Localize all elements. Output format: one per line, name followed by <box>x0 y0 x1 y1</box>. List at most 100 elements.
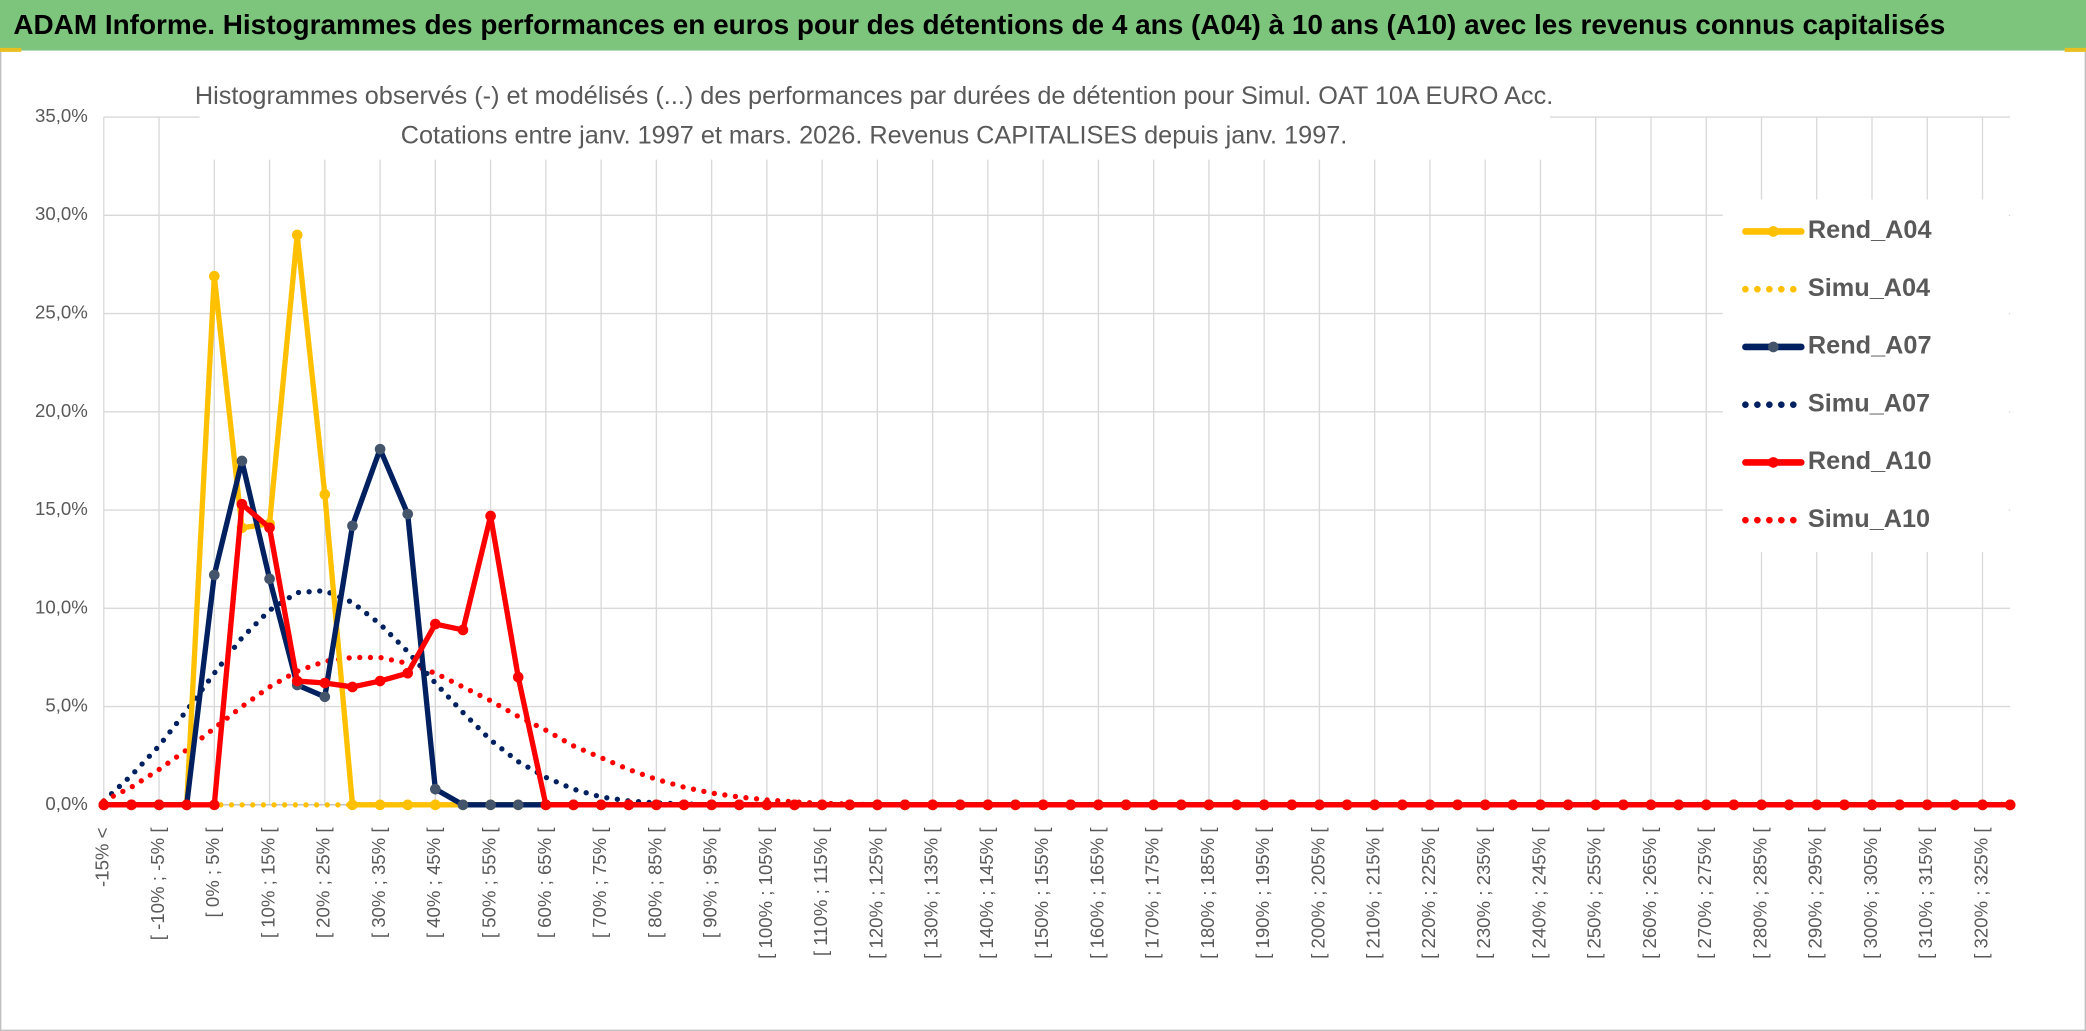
x-tick-label: [ 270% ; 275% [ <box>1694 827 1715 959</box>
point <box>1203 799 1215 811</box>
banner <box>0 0 2086 51</box>
x-tick-label: [ 170% ; 175% [ <box>1142 827 1163 959</box>
point <box>1424 799 1436 811</box>
point <box>1839 799 1850 811</box>
point <box>402 667 414 679</box>
x-tick-label: [ 320% ; 325% [ <box>1970 827 1991 959</box>
point <box>374 799 386 811</box>
point <box>208 270 220 282</box>
x-tick-label: [ 60% ; 65% [ <box>534 827 555 939</box>
y-tick-label: 0,0% <box>45 793 87 814</box>
point <box>1977 799 1988 811</box>
point <box>733 799 745 811</box>
point <box>512 671 524 683</box>
chart-title: Cotations entre janv. 1997 et mars. 2026… <box>401 122 1348 150</box>
point <box>1010 799 1021 811</box>
banner-title: ADAM Informe. Histogrammes des performan… <box>13 9 1945 40</box>
point <box>153 799 165 811</box>
x-tick-label: [ 10% ; 15% [ <box>257 827 278 939</box>
y-tick-label: 30,0% <box>35 203 88 224</box>
x-tick-label: [ 50% ; 55% [ <box>479 827 500 939</box>
legend-label: Simu_A10 <box>1808 505 1930 533</box>
x-tick-label: [ 230% ; 235% [ <box>1473 827 1494 959</box>
point <box>982 799 994 811</box>
point <box>208 799 220 811</box>
point <box>1231 799 1242 811</box>
point <box>374 675 386 687</box>
y-tick-label: 20,0% <box>35 400 88 421</box>
point <box>1535 799 1546 811</box>
point <box>789 799 800 811</box>
legend: Rend_A04 Simu_A04 Rend_A07 Simu_A07 Rend_A10… <box>1742 216 1932 533</box>
point <box>319 691 331 703</box>
point <box>568 799 579 811</box>
point <box>291 229 303 241</box>
x-tick-label: [ 140% ; 145% [ <box>976 827 997 959</box>
point <box>181 799 192 811</box>
x-tick-label: [ 190% ; 195% [ <box>1252 827 1273 959</box>
point <box>816 799 828 811</box>
point <box>1452 799 1463 811</box>
point <box>623 799 635 811</box>
y-tick-label: 35,0% <box>35 105 88 126</box>
point <box>402 799 414 811</box>
x-tick-label: [ 40% ; 45% [ <box>423 827 444 939</box>
point <box>1037 799 1049 811</box>
x-tick-label: [ 100% ; 105% [ <box>755 827 776 959</box>
point <box>761 799 773 811</box>
x-tick-label: [ 280% ; 285% [ <box>1749 827 1770 959</box>
point <box>872 799 883 811</box>
point <box>927 799 938 811</box>
point <box>1921 799 1933 811</box>
legend-label: Simu_A04 <box>1808 274 1930 302</box>
point <box>1590 799 1602 811</box>
point <box>457 624 469 636</box>
x-tick-label: -15% < <box>92 827 113 886</box>
x-tick-label: [ 250% ; 255% [ <box>1584 827 1605 959</box>
point <box>1479 799 1491 811</box>
point <box>1093 799 1104 811</box>
chart-title: Histogrammes observés (-) et modélisés (… <box>195 82 1553 110</box>
point <box>264 522 275 534</box>
point <box>1397 799 1408 811</box>
point <box>374 443 386 455</box>
x-tick-label: [ 70% ; 75% [ <box>589 827 610 939</box>
point <box>485 510 496 522</box>
point <box>402 508 414 520</box>
legend-marker <box>1768 226 1779 237</box>
point <box>706 799 717 811</box>
x-tick-label: [ 200% ; 205% [ <box>1307 827 1328 959</box>
point <box>1341 799 1353 811</box>
point <box>319 489 331 500</box>
point <box>1811 799 1823 811</box>
x-tick-label: [ 0% ; 5% [ <box>202 827 223 918</box>
x-tick-label: [ 300% ; 305% [ <box>1860 827 1881 959</box>
point <box>1894 799 1905 811</box>
point <box>595 799 607 811</box>
point <box>457 799 469 811</box>
x-tick-label: [ 150% ; 155% [ <box>1031 827 1052 959</box>
point <box>844 799 856 811</box>
point <box>485 799 496 811</box>
x-tick-label: [ 90% ; 95% [ <box>700 827 721 939</box>
x-tick-label: [ 20% ; 25% [ <box>313 827 334 939</box>
legend-marker <box>1768 341 1779 353</box>
point <box>1507 799 1519 811</box>
point <box>1286 799 1298 811</box>
point <box>2004 799 2016 811</box>
x-tick-label: [ -10% ; -5% [ <box>147 827 168 941</box>
x-tick-label: [ 180% ; 185% [ <box>1197 827 1218 959</box>
point <box>1618 799 1629 811</box>
point <box>347 520 358 532</box>
x-tick-label: [ 30% ; 35% [ <box>368 827 389 939</box>
y-tick-label: 10,0% <box>35 596 88 617</box>
x-tick-label: [ 210% ; 215% [ <box>1363 827 1384 959</box>
point <box>430 783 441 795</box>
x-tick-label: [ 80% ; 85% [ <box>644 827 665 939</box>
point <box>98 799 110 811</box>
point <box>1562 799 1574 811</box>
series-line <box>101 501 2013 808</box>
point <box>651 799 662 811</box>
point <box>1148 799 1159 811</box>
